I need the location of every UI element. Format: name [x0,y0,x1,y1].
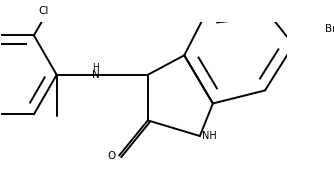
Text: NH: NH [202,131,217,141]
Text: H: H [93,63,99,72]
Text: Br: Br [326,24,334,34]
Text: N: N [92,70,100,80]
Text: O: O [108,150,116,160]
Text: Cl: Cl [38,6,49,16]
